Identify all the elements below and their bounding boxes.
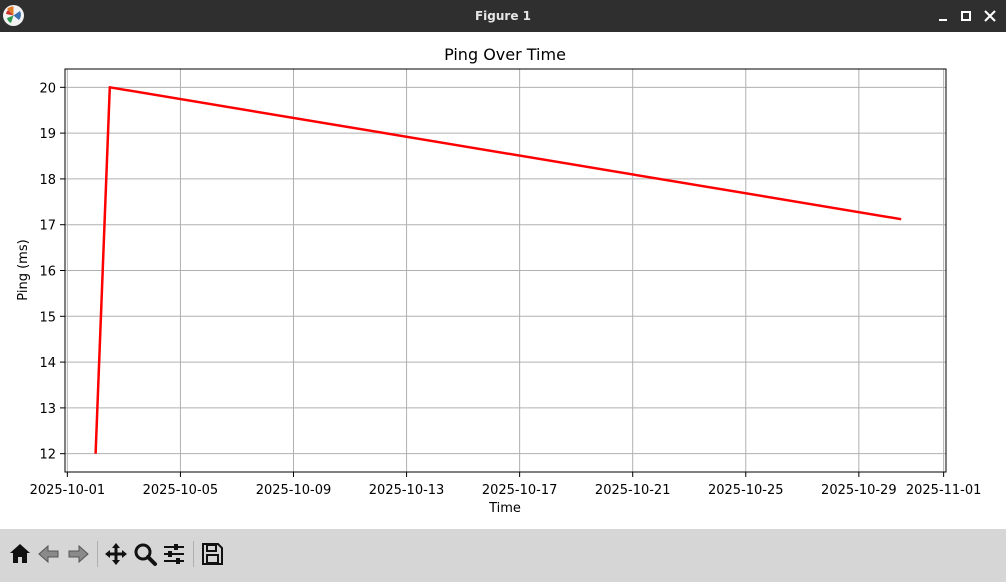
pan-button[interactable] (103, 541, 129, 567)
toolbar-separator (193, 541, 194, 567)
x-tick-label: 2025-10-09 (256, 483, 332, 498)
navigation-toolbar (0, 529, 1006, 582)
y-tick-label: 13 (39, 402, 56, 417)
maximize-button[interactable] (956, 6, 976, 26)
x-tick-label: 2025-10-13 (369, 483, 445, 498)
x-tick-label: 2025-11-01 (906, 483, 982, 498)
y-tick-label: 20 (39, 81, 56, 96)
x-tick-label: 2025-10-05 (143, 483, 219, 498)
x-tick-label: 2025-10-17 (482, 483, 558, 498)
window-titlebar: Figure 1 (0, 0, 1006, 32)
configure-subplots-button[interactable] (161, 541, 187, 567)
chart[interactable]: Ping Over Time 2025-10-01 2025-10-05 2025-… (0, 32, 1006, 529)
home-icon (10, 544, 30, 563)
zoom-button[interactable] (132, 541, 158, 567)
arrow-right-icon (68, 544, 89, 564)
minimize-icon (939, 19, 947, 21)
minimize-button[interactable] (933, 6, 953, 26)
chart-title: Ping Over Time (444, 45, 566, 64)
y-tick-label: 19 (39, 127, 56, 142)
y-tick-label: 15 (39, 310, 56, 325)
floppy-icon (202, 543, 223, 565)
x-tick-label: 2025-10-21 (595, 483, 671, 498)
back-button[interactable] (36, 541, 62, 567)
toolbar-separator (97, 541, 98, 567)
y-tick-label: 18 (39, 173, 56, 188)
figure-canvas[interactable]: Ping Over Time 2025-10-01 2025-10-05 2025-… (0, 32, 1006, 529)
x-tick-label: 2025-10-29 (821, 483, 897, 498)
close-icon (984, 10, 996, 22)
x-tick-label: 2025-10-01 (30, 483, 106, 498)
y-tick-label: 14 (39, 356, 56, 371)
window-title: Figure 1 (474, 9, 532, 23)
series-line (94, 86, 902, 454)
y-tick-label: 17 (39, 219, 56, 234)
y-tick-label: 16 (39, 265, 56, 280)
x-tick-label: 2025-10-25 (708, 483, 784, 498)
x-axis-label: Time (488, 501, 521, 516)
magnifier-icon (134, 543, 157, 566)
save-button[interactable] (199, 541, 225, 567)
maximize-icon (961, 11, 971, 21)
y-tick-label: 12 (39, 448, 56, 463)
move-icon (105, 543, 127, 565)
sliders-icon (164, 544, 184, 564)
forward-button[interactable] (65, 541, 91, 567)
close-button[interactable] (980, 6, 1000, 26)
y-axis-label: Ping (ms) (16, 239, 31, 300)
home-button[interactable] (7, 541, 33, 567)
app-icon (3, 5, 24, 26)
arrow-left-icon (38, 544, 59, 564)
